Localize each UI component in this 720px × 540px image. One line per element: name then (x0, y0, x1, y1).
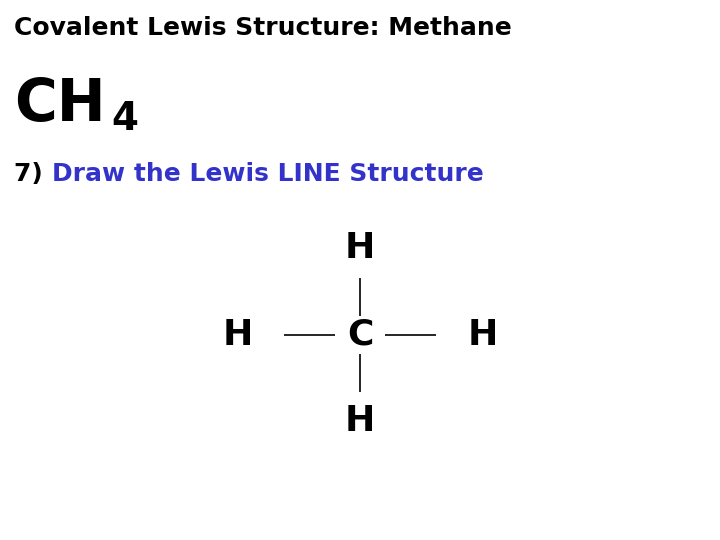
Text: H: H (467, 318, 498, 352)
Text: H: H (345, 232, 375, 265)
Text: C: C (347, 318, 373, 352)
Text: 4: 4 (112, 100, 138, 138)
Text: H: H (345, 404, 375, 438)
Text: 7): 7) (14, 162, 52, 186)
Text: H: H (222, 318, 253, 352)
Text: Draw the Lewis LINE Structure: Draw the Lewis LINE Structure (52, 162, 484, 186)
Text: CH: CH (14, 76, 106, 133)
Text: Covalent Lewis Structure: Methane: Covalent Lewis Structure: Methane (14, 16, 512, 40)
